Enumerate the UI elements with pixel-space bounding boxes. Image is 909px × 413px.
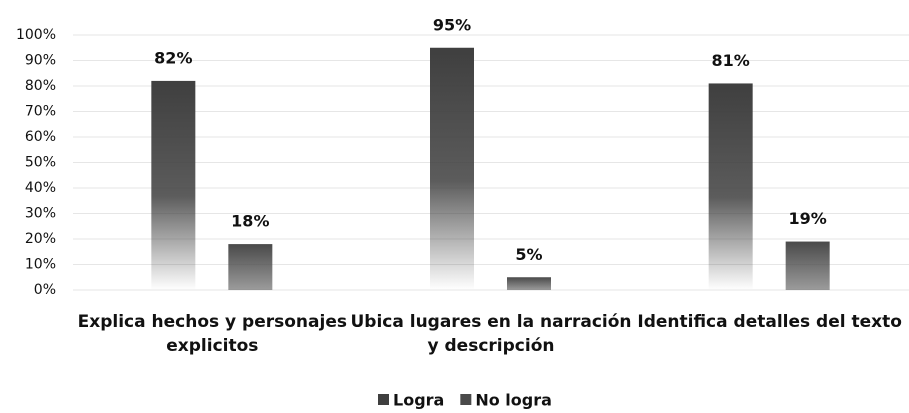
y-tick-label: 90% [25, 53, 56, 69]
x-tick-label: Identifica detalles del texto [637, 312, 902, 332]
bar [785, 241, 830, 290]
y-tick-label: 10% [25, 257, 56, 273]
legend-label: Logra [393, 391, 444, 410]
bar [151, 80, 196, 291]
bar [708, 83, 753, 290]
y-tick-label: 70% [25, 104, 56, 120]
bar [507, 277, 551, 290]
y-tick-label: 100% [16, 27, 56, 43]
bar [430, 47, 474, 290]
x-tick-label: Ubica lugares en la narración y descripc… [350, 312, 632, 356]
y-tick-label: 30% [25, 206, 56, 222]
y-tick-label: 0% [34, 282, 56, 298]
legend-swatch [460, 394, 472, 405]
data-label: 5% [515, 245, 542, 264]
bar [228, 244, 273, 290]
y-tick-label: 50% [25, 155, 56, 171]
data-label: 82% [154, 48, 192, 67]
y-tick-label: 40% [25, 180, 56, 196]
legend-swatch [378, 394, 389, 405]
legend-label: No logra [475, 391, 552, 410]
y-tick-label: 60% [25, 129, 56, 145]
data-label: 19% [789, 209, 827, 228]
y-tick-label: 80% [25, 78, 56, 94]
y-tick-label: 20% [25, 231, 56, 247]
x-tick-label: Explica hechos y personajes explicitos [77, 312, 347, 356]
data-label: 95% [433, 15, 471, 34]
data-label: 18% [231, 212, 269, 231]
data-label: 81% [712, 51, 750, 70]
